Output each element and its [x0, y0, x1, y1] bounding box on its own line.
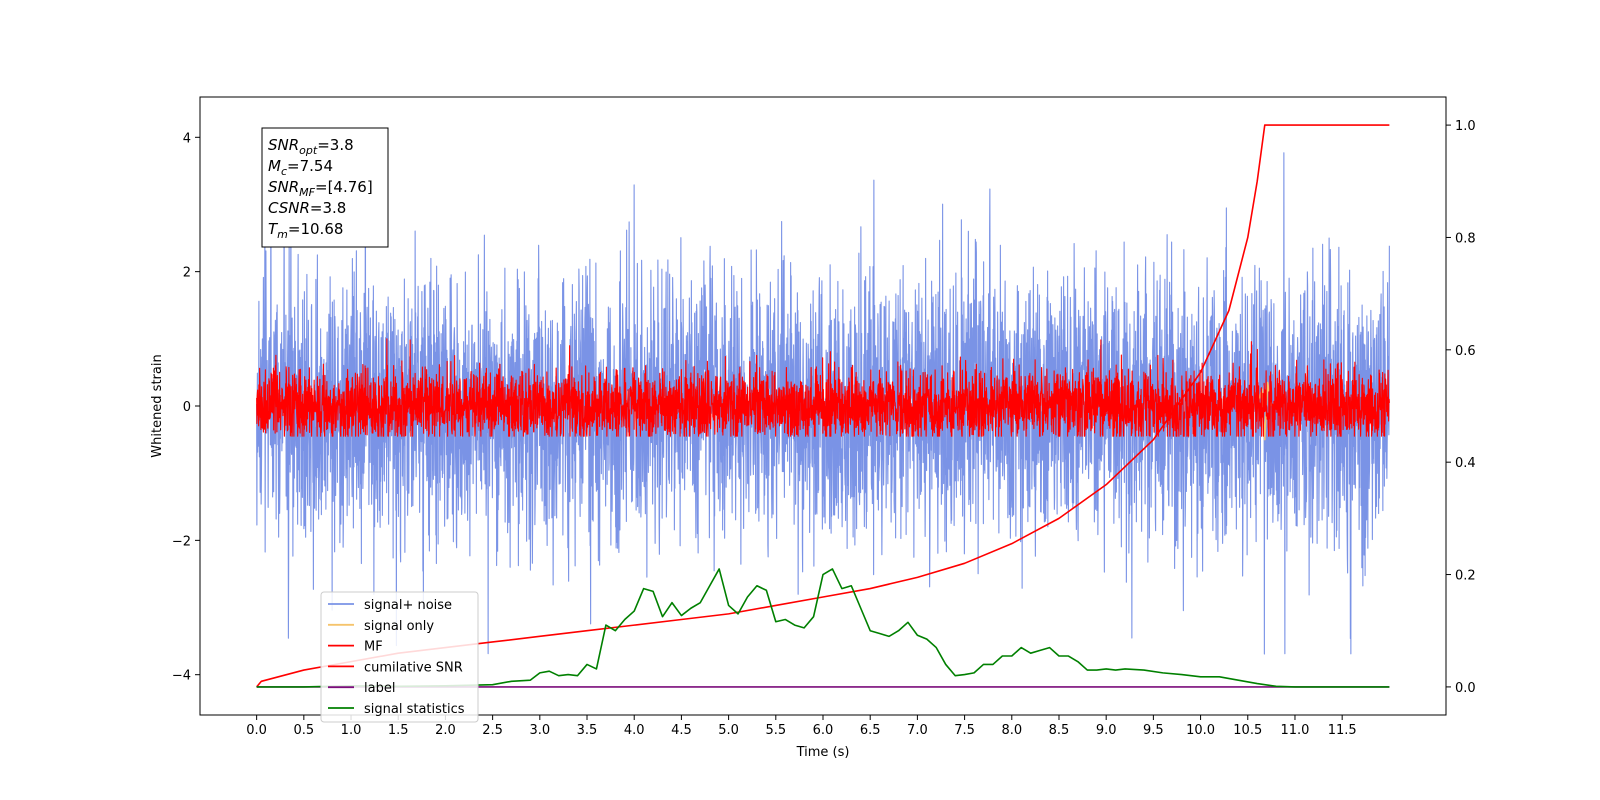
stats-line: Mc=7.54	[268, 157, 333, 178]
stats-value: =10.68	[288, 220, 344, 238]
x-tick-label: 3.5	[577, 723, 598, 738]
x-tick-label: 11.0	[1280, 723, 1309, 738]
stats-symbol: T	[268, 220, 279, 238]
legend-frame	[320, 591, 479, 723]
y2-tick-label: 0.4	[1455, 456, 1476, 471]
series-line-signal-noise	[256, 152, 1390, 655]
x-tick-label: 6.5	[860, 723, 881, 738]
x-tick-label: 4.0	[624, 723, 645, 738]
stats-box-frame	[261, 127, 389, 248]
x-axis-label: Time (s)	[796, 745, 850, 760]
stats-value: =3.8	[310, 199, 346, 217]
x-tick-label: 7.0	[907, 723, 928, 738]
x-tick-label: 5.0	[718, 723, 739, 738]
x-tick-label: 7.5	[954, 723, 975, 738]
x-tick-label: 0.5	[293, 723, 314, 738]
x-tick-label: 0.0	[246, 723, 267, 738]
x-tick-label: 2.0	[435, 723, 456, 738]
x-tick-label: 3.0	[529, 723, 550, 738]
legend-entry-label: signal only	[364, 619, 434, 634]
y-axis-label: Whitened strain	[150, 354, 165, 457]
y-tick-label: 2	[183, 266, 191, 281]
y-axis-left: −4 −2 0 2 4	[172, 131, 200, 684]
stats-symbol: M	[268, 157, 281, 175]
x-tick-label: 11.5	[1328, 723, 1357, 738]
y2-tick-label: 0.8	[1455, 231, 1476, 246]
series-line-mf	[256, 338, 1390, 437]
series-line-signal-statistics	[256, 568, 1390, 688]
stats-line: SNRopt=3.8	[268, 136, 354, 157]
x-tick-label: 1.0	[341, 723, 362, 738]
stats-value: =3.8	[317, 136, 353, 154]
x-tick-label: 9.0	[1096, 723, 1117, 738]
x-tick-label: 8.5	[1049, 723, 1070, 738]
x-tick-label: 6.0	[813, 723, 834, 738]
y2-tick-label: 0.2	[1455, 569, 1476, 584]
x-tick-label: 9.5	[1143, 723, 1164, 738]
stats-subscript: MF	[299, 186, 315, 199]
y-axis-right: 0.0 0.2 0.4 0.6 0.8 1.0	[1446, 119, 1476, 696]
stats-subscript: c	[281, 165, 287, 178]
legend-entry-label: signal statistics	[364, 702, 465, 717]
stats-line: Tm=10.68	[268, 220, 343, 241]
y-tick-label: 4	[183, 131, 191, 146]
stats-symbol: CSNR	[268, 199, 310, 217]
y-tick-label: −4	[172, 669, 191, 684]
y2-tick-label: 1.0	[1455, 119, 1476, 134]
x-tick-label: 5.5	[765, 723, 786, 738]
x-tick-label: 10.5	[1233, 723, 1262, 738]
x-tick-label: 10.0	[1186, 723, 1215, 738]
x-tick-label: 4.5	[671, 723, 692, 738]
y-tick-label: −2	[172, 534, 191, 549]
x-tick-label: 8.0	[1001, 723, 1022, 738]
stats-value: =[4.76]	[315, 178, 373, 196]
stats-subscript: m	[277, 228, 288, 241]
x-tick-label: 2.5	[482, 723, 503, 738]
y-tick-label: 0	[183, 400, 191, 415]
stats-box: SNRopt=3.8Mc=7.54SNRMF=[4.76]CSNR=3.8Tm=…	[261, 127, 389, 248]
legend-entry-label: MF	[364, 640, 383, 655]
stats-symbol: SNR	[268, 178, 299, 196]
x-tick-label: 1.5	[388, 723, 409, 738]
legend-entry-label: signal+ noise	[364, 598, 452, 613]
y2-tick-label: 0.0	[1455, 681, 1476, 696]
x-axis: 0.0 0.5 1.0 1.5 2.0 2.5 3.0 3.5 4.0 4.5 5.0 5.5 6.0 6…	[246, 715, 1357, 738]
stats-line: SNRMF=[4.76]	[268, 178, 373, 199]
stats-subscript: opt	[299, 144, 318, 157]
stats-value: =7.54	[287, 157, 333, 175]
y2-tick-label: 0.6	[1455, 344, 1476, 359]
legend: signal+ noise signal only MF cumilative SNR…	[320, 591, 479, 723]
series-line-signal-only	[1256, 381, 1273, 441]
stats-symbol: SNR	[268, 136, 299, 154]
stats-line: CSNR=3.8	[268, 199, 346, 217]
legend-entry-label: label	[364, 681, 395, 696]
legend-entry-label: cumilative SNR	[364, 660, 463, 675]
